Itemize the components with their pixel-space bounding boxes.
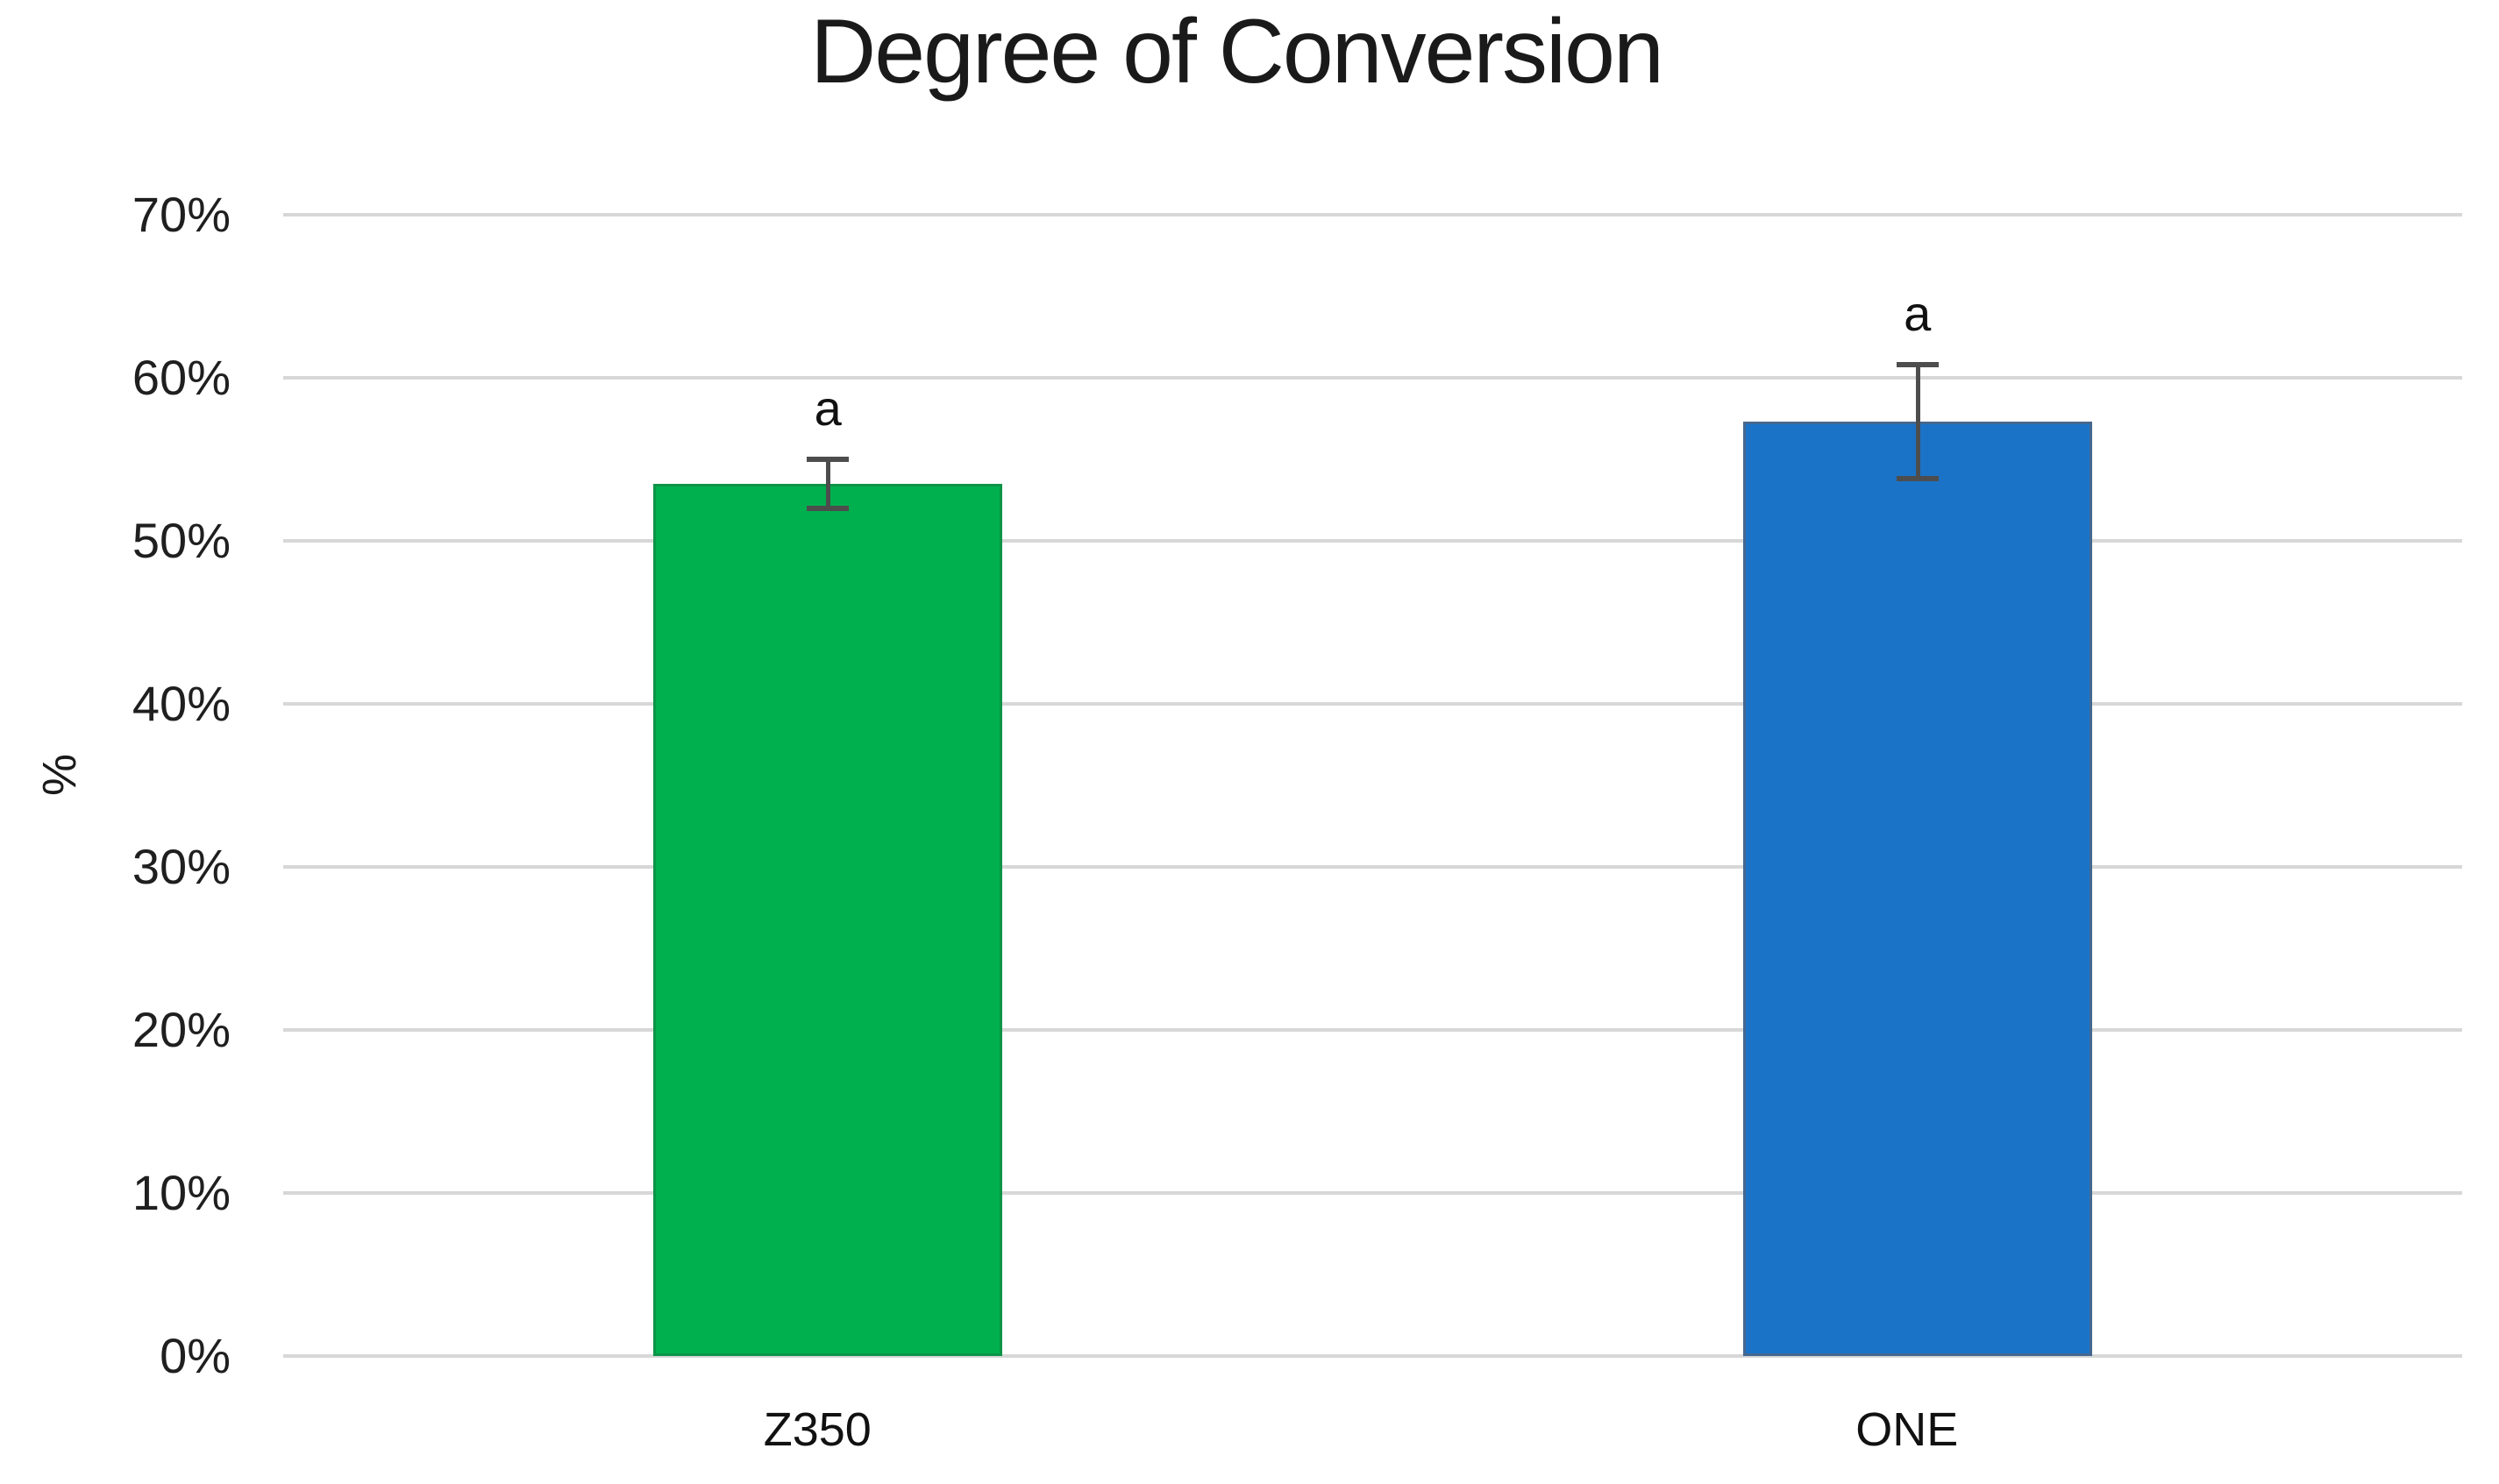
gridline [283, 213, 2462, 217]
x-tick-label: ONE [1855, 1403, 1959, 1456]
y-tick-label: 60% [132, 350, 231, 405]
y-tick-label: 30% [132, 839, 231, 894]
gridline [283, 539, 2462, 543]
y-tick-label: 40% [132, 676, 231, 731]
significance-letter: a [814, 380, 842, 436]
error-bar-cap-bottom [807, 505, 850, 511]
gridline [283, 1191, 2462, 1195]
gridline [283, 1354, 2462, 1358]
gridline [283, 1028, 2462, 1032]
chart-title: Degree of Conversion [810, 1, 1664, 103]
bar-z350 [653, 483, 1003, 1356]
error-bar [826, 459, 831, 508]
y-tick-label: 20% [132, 1002, 231, 1057]
y-tick-label: 70% [132, 187, 231, 242]
error-bar-cap-bottom [1896, 476, 1939, 482]
error-bar-cap-top [807, 457, 850, 462]
gridline [283, 376, 2462, 380]
bar-one [1742, 422, 2092, 1356]
gridline [283, 702, 2462, 706]
x-tick-label: Z350 [763, 1403, 872, 1456]
gridline [283, 865, 2462, 869]
error-bar [1915, 365, 1920, 479]
y-tick-label: 10% [132, 1165, 231, 1220]
significance-letter: a [1904, 286, 1932, 342]
y-tick-label: 0% [160, 1328, 231, 1383]
y-tick-label: 50% [132, 513, 231, 568]
error-bar-cap-top [1896, 362, 1939, 368]
y-axis-title: % [33, 754, 86, 797]
